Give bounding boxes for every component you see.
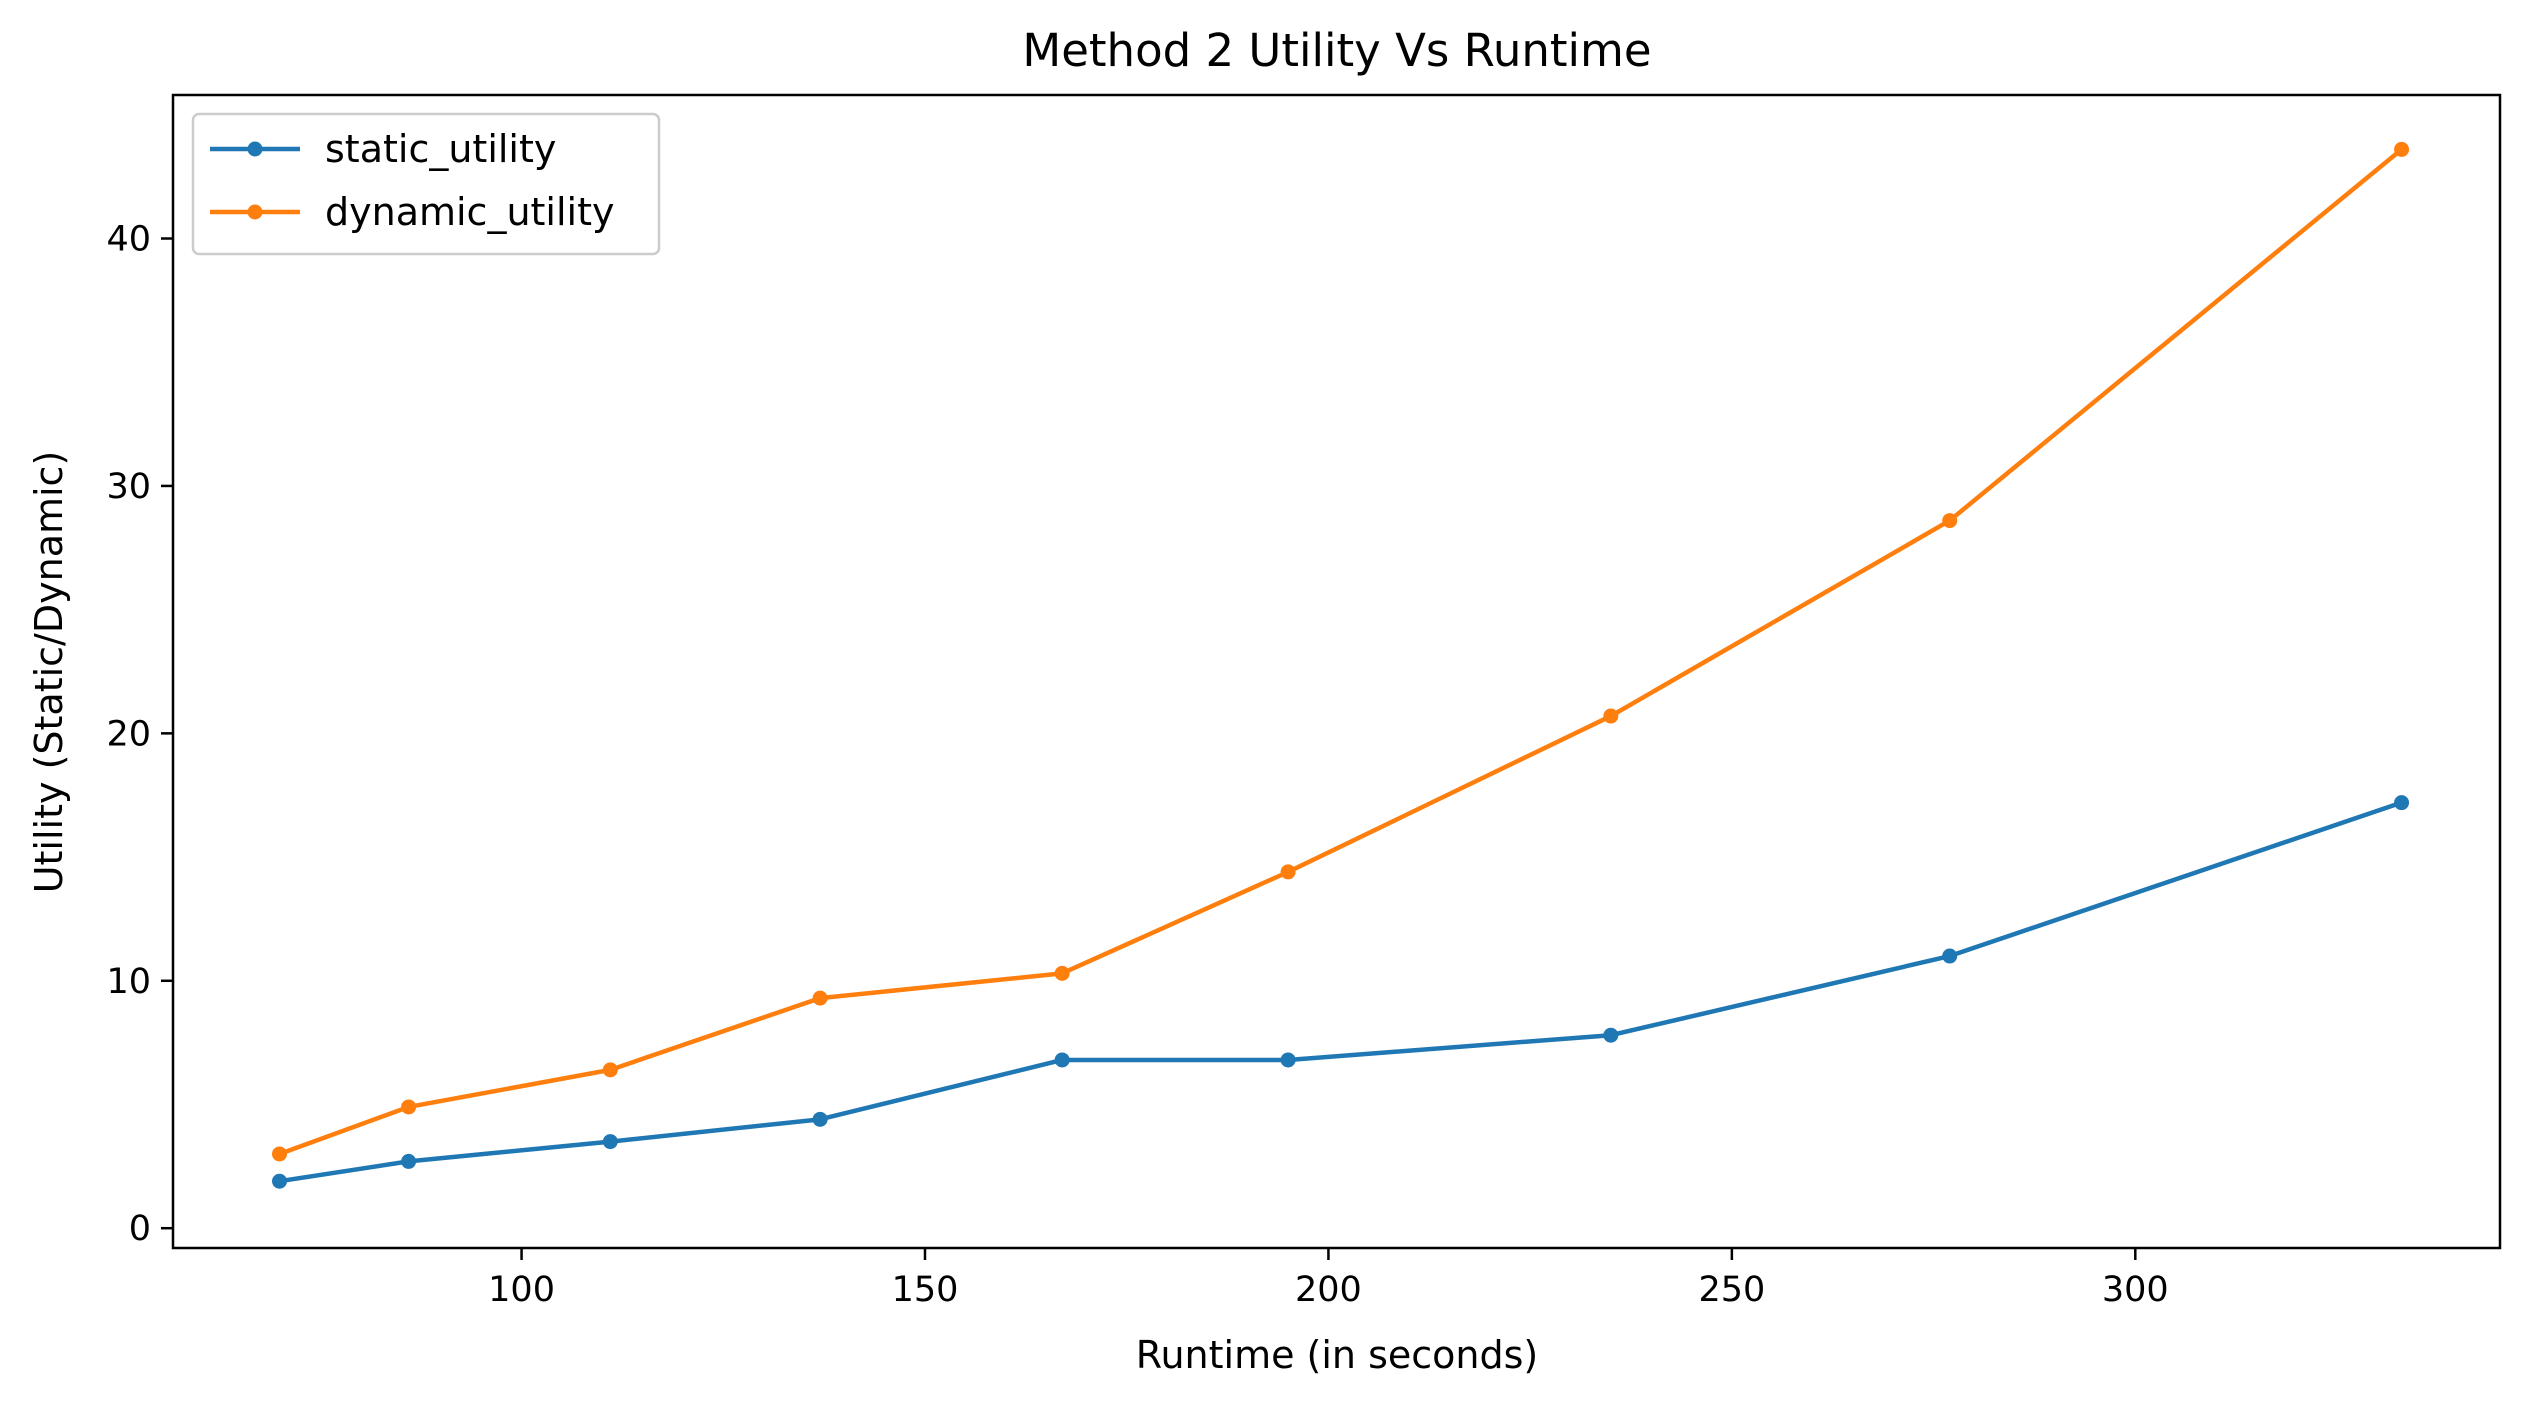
legend-marker-dynamic-utility <box>247 204 263 220</box>
x-tick-label: 200 <box>1295 1270 1362 1310</box>
data-point-static-utility <box>602 1134 618 1150</box>
data-point-static-utility <box>272 1173 288 1189</box>
data-point-static-utility <box>2394 795 2410 811</box>
data-point-dynamic-utility <box>1280 864 1296 880</box>
data-point-static-utility <box>401 1153 417 1169</box>
data-point-static-utility <box>1942 948 1958 964</box>
data-point-dynamic-utility <box>1942 513 1958 529</box>
x-tick-label: 250 <box>1698 1270 1765 1310</box>
legend-label-dynamic-utility: dynamic_utility <box>325 190 615 234</box>
legend-label-static-utility: static_utility <box>325 127 556 171</box>
x-tick-label: 150 <box>892 1270 959 1310</box>
legend: static_utility dynamic_utility <box>191 112 661 256</box>
y-tick-label: 40 <box>106 220 151 260</box>
data-point-dynamic-utility <box>401 1099 417 1115</box>
plot-area <box>272 141 2410 1189</box>
y-axis-label: Utility (Static/Dynamic) <box>27 451 71 894</box>
data-point-dynamic-utility <box>812 990 828 1006</box>
data-point-dynamic-utility <box>1603 708 1619 724</box>
data-point-dynamic-utility <box>1054 965 1070 981</box>
data-point-static-utility <box>1054 1052 1070 1068</box>
y-tick-label: 30 <box>106 467 151 507</box>
data-point-dynamic-utility <box>272 1146 288 1162</box>
chart-title: Method 2 Utility Vs Runtime <box>1022 24 1651 77</box>
data-point-static-utility <box>1603 1027 1619 1043</box>
x-tick-label: 300 <box>2102 1270 2169 1310</box>
legend-box <box>191 112 661 256</box>
x-tick-label: 100 <box>488 1270 555 1310</box>
y-axis-ticks: 0 10 20 30 40 <box>106 220 173 1249</box>
x-axis-label: Runtime (in seconds) <box>1136 1333 1539 1377</box>
legend-marker-static-utility <box>247 141 263 157</box>
data-point-dynamic-utility <box>602 1062 618 1078</box>
y-tick-label: 0 <box>129 1209 151 1249</box>
y-tick-label: 10 <box>106 962 151 1002</box>
data-point-static-utility <box>812 1111 828 1127</box>
plot-frame <box>171 93 2502 1250</box>
data-point-dynamic-utility <box>2394 141 2410 157</box>
data-point-static-utility <box>1280 1052 1296 1068</box>
x-axis-ticks: 100 150 200 250 300 <box>488 1248 2169 1310</box>
y-tick-label: 20 <box>106 714 151 754</box>
